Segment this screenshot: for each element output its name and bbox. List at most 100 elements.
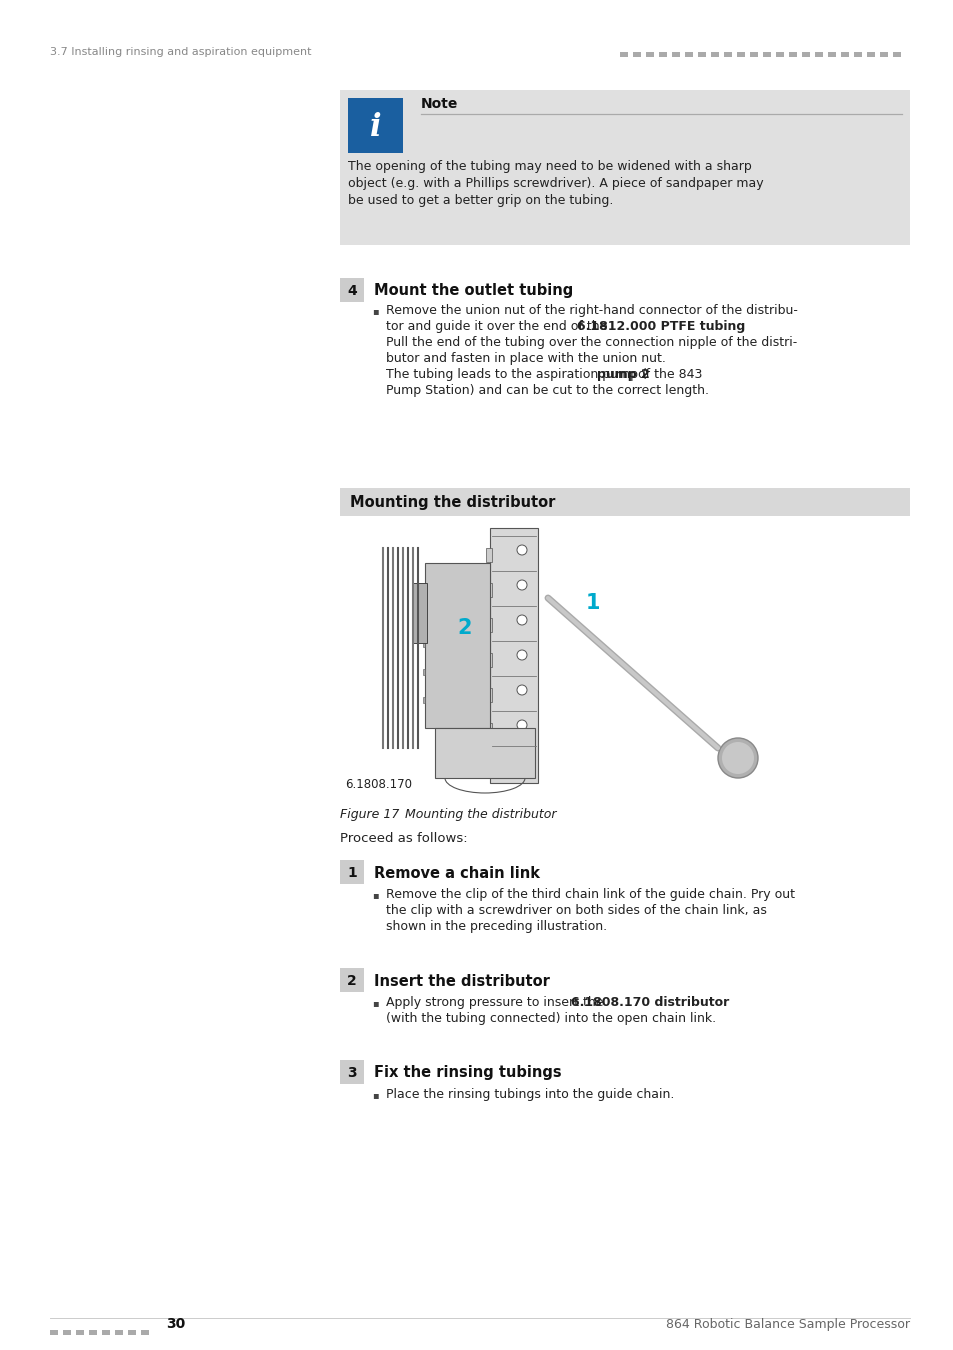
Text: Insert the distributor: Insert the distributor xyxy=(374,973,549,988)
Bar xyxy=(50,1330,58,1335)
Text: 3.7 Installing rinsing and aspiration equipment: 3.7 Installing rinsing and aspiration eq… xyxy=(50,47,312,57)
Bar xyxy=(339,860,364,884)
Text: pump 2: pump 2 xyxy=(597,369,649,381)
Text: 864 Robotic Balance Sample Processor: 864 Robotic Balance Sample Processor xyxy=(665,1318,909,1331)
Text: 6.1812.000 PTFE tubing: 6.1812.000 PTFE tubing xyxy=(576,320,744,333)
Circle shape xyxy=(517,649,526,660)
Bar xyxy=(141,1330,149,1335)
Bar xyxy=(490,528,537,783)
Circle shape xyxy=(517,720,526,730)
Circle shape xyxy=(721,743,753,774)
Circle shape xyxy=(517,755,526,765)
Text: be used to get a better grip on the tubing.: be used to get a better grip on the tubi… xyxy=(348,194,613,207)
Circle shape xyxy=(517,684,526,695)
Bar xyxy=(485,688,492,702)
Bar xyxy=(485,653,492,667)
Bar xyxy=(841,53,848,57)
Text: tor and guide it over the end of the: tor and guide it over the end of the xyxy=(386,320,611,333)
Bar xyxy=(422,585,424,591)
Bar xyxy=(413,583,427,643)
Bar xyxy=(853,53,862,57)
Text: ▪: ▪ xyxy=(372,306,378,316)
Circle shape xyxy=(517,616,526,625)
Bar xyxy=(814,53,822,57)
Bar xyxy=(339,1060,364,1084)
Bar xyxy=(659,53,666,57)
Bar xyxy=(866,53,874,57)
Bar xyxy=(671,53,679,57)
Bar xyxy=(339,278,364,302)
Circle shape xyxy=(517,545,526,555)
Bar xyxy=(762,53,770,57)
Bar xyxy=(102,1330,110,1335)
Text: 30: 30 xyxy=(166,1318,185,1331)
Bar xyxy=(879,53,887,57)
Bar xyxy=(422,641,424,647)
Bar xyxy=(422,670,424,675)
Text: .: . xyxy=(710,320,714,333)
Bar xyxy=(710,53,719,57)
Text: 4: 4 xyxy=(347,284,356,298)
Text: Mounting the distributor: Mounting the distributor xyxy=(388,809,556,821)
Text: Note: Note xyxy=(420,97,457,111)
Bar xyxy=(633,53,640,57)
Text: Figure 17: Figure 17 xyxy=(339,809,399,821)
Text: Fix the rinsing tubings: Fix the rinsing tubings xyxy=(374,1065,561,1080)
Text: Pump Station) and can be cut to the correct length.: Pump Station) and can be cut to the corr… xyxy=(386,383,708,397)
Text: the clip with a screwdriver on both sides of the chain link, as: the clip with a screwdriver on both side… xyxy=(386,904,766,917)
Bar xyxy=(485,757,492,772)
Bar xyxy=(684,53,692,57)
Text: ▪: ▪ xyxy=(372,998,378,1008)
Bar xyxy=(749,53,758,57)
Text: Remove the clip of the third chain link of the guide chain. Pry out: Remove the clip of the third chain link … xyxy=(386,888,794,900)
Bar xyxy=(339,968,364,992)
Text: 3: 3 xyxy=(347,1066,356,1080)
Bar xyxy=(485,618,492,632)
Bar xyxy=(485,583,492,597)
Bar xyxy=(63,1330,71,1335)
Text: ▪: ▪ xyxy=(372,890,378,900)
Text: Mount the outlet tubing: Mount the outlet tubing xyxy=(374,284,573,298)
Text: (with the tubing connected) into the open chain link.: (with the tubing connected) into the ope… xyxy=(386,1012,716,1025)
Text: butor and fasten in place with the union nut.: butor and fasten in place with the union… xyxy=(386,352,665,365)
Text: 1: 1 xyxy=(347,865,356,880)
Text: Pull the end of the tubing over the connection nipple of the distri-: Pull the end of the tubing over the conn… xyxy=(386,336,797,350)
Text: object (e.g. with a Phillips screwdriver). A piece of sandpaper may: object (e.g. with a Phillips screwdriver… xyxy=(348,177,762,190)
Text: Mounting the distributor: Mounting the distributor xyxy=(350,495,555,510)
Text: 1: 1 xyxy=(585,593,599,613)
Text: ▪: ▪ xyxy=(372,1089,378,1100)
Bar xyxy=(737,53,744,57)
Bar xyxy=(801,53,809,57)
Text: Apply strong pressure to insert the: Apply strong pressure to insert the xyxy=(386,996,607,1008)
Bar xyxy=(115,1330,123,1335)
Text: Place the rinsing tubings into the guide chain.: Place the rinsing tubings into the guide… xyxy=(386,1088,674,1102)
Bar xyxy=(788,53,796,57)
Bar xyxy=(827,53,835,57)
Bar xyxy=(485,548,492,562)
Circle shape xyxy=(718,738,758,778)
Text: 2: 2 xyxy=(457,618,472,639)
Bar xyxy=(339,487,909,516)
Bar xyxy=(698,53,705,57)
Bar xyxy=(892,53,900,57)
Bar xyxy=(775,53,783,57)
Bar xyxy=(128,1330,136,1335)
Text: 2: 2 xyxy=(347,973,356,988)
Text: 6.1808.170: 6.1808.170 xyxy=(345,778,412,791)
Bar xyxy=(339,90,909,244)
Text: i: i xyxy=(370,112,381,143)
Text: Remove the union nut of the right-hand connector of the distribu-: Remove the union nut of the right-hand c… xyxy=(386,304,797,317)
Bar xyxy=(348,99,402,153)
Bar xyxy=(76,1330,84,1335)
Text: Proceed as follows:: Proceed as follows: xyxy=(339,832,467,845)
Text: The tubing leads to the aspiration pump (: The tubing leads to the aspiration pump … xyxy=(386,369,646,381)
Text: of the 843: of the 843 xyxy=(633,369,701,381)
Text: Remove a chain link: Remove a chain link xyxy=(374,865,539,880)
Bar xyxy=(645,53,654,57)
Bar xyxy=(619,53,627,57)
Bar xyxy=(89,1330,97,1335)
Bar xyxy=(424,563,490,728)
Circle shape xyxy=(517,580,526,590)
Bar xyxy=(435,728,535,778)
Text: 6.1808.170 distributor: 6.1808.170 distributor xyxy=(571,996,729,1008)
